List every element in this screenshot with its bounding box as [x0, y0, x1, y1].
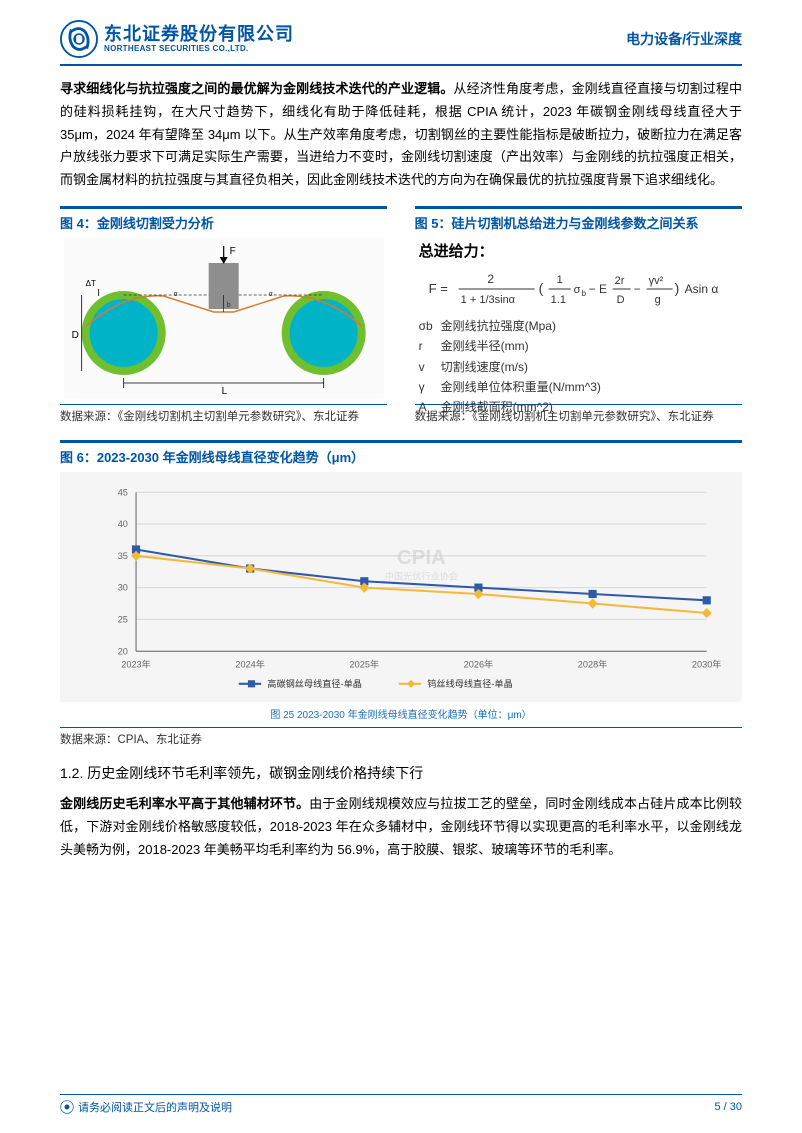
svg-text:25: 25 [118, 614, 128, 624]
svg-text:2028年: 2028年 [578, 659, 608, 670]
svg-text:−: − [633, 282, 640, 296]
svg-text:σ: σ [573, 284, 580, 296]
svg-text:D: D [616, 294, 624, 306]
svg-text:45: 45 [118, 487, 128, 497]
svg-text:α: α [269, 291, 273, 298]
footer-note: 请务必阅读正文后的声明及说明 [78, 1099, 232, 1115]
page-footer: 请务必阅读正文后的声明及说明 5 / 30 [60, 1094, 742, 1115]
figure-6: 图 6：2023-2030 年金刚线母线直径变化趋势（μm） 20 25 30 35 4… [60, 440, 742, 749]
svg-text:2025年: 2025年 [350, 659, 380, 670]
svg-text:F =: F = [428, 281, 447, 296]
svg-text:g: g [654, 294, 660, 306]
fig6-source: 数据来源：CPIA、东北证券 [60, 727, 742, 749]
svg-text:30: 30 [118, 583, 128, 593]
svg-text:35: 35 [118, 551, 128, 561]
fig4-label-F: F [230, 246, 236, 257]
svg-text:2024年: 2024年 [235, 659, 265, 670]
svg-text:CPIA: CPIA [397, 547, 446, 569]
footer-logo-icon [60, 1100, 74, 1114]
logo-text-cn: 东北证券股份有限公司 [104, 25, 294, 45]
figure-5: 图 5：硅片切割机总给进力与金刚线参数之间关系 总进给力： F = 2 1 + … [415, 206, 742, 426]
svg-text:2r: 2r [614, 275, 624, 287]
svg-text:(: ( [538, 280, 543, 296]
para2-bold: 金刚线历史毛利率水平高于其他辅材环节。 [60, 796, 309, 811]
fig5-formula: F = 2 1 + 1/3sinα ( 1 1.1 σ b − E 2r D − [419, 267, 738, 311]
fig4-label-dT: ΔT [86, 279, 96, 288]
para1-rest: 从经济性角度考虑，金刚线直径直接与切割过程中的硅料损耗挂钩，在大尺寸趋势下，细线… [60, 81, 742, 187]
header-category: 电力设备/行业深度 [626, 29, 742, 49]
paragraph-1: 寻求细线化与抗拉强度之间的最优解为金刚线技术迭代的产业逻辑。从经济性角度考虑，金… [60, 78, 742, 192]
svg-text:1.1: 1.1 [550, 294, 565, 306]
page-header: 东北证券股份有限公司 NORTHEAST SECURITIES CO.,LTD.… [60, 20, 742, 66]
svg-text:高碳钢丝母线直径-单晶: 高碳钢丝母线直径-单晶 [267, 678, 362, 689]
fig6-line-chart: 20 25 30 35 40 45 2023年 2024年 2025年 2026年 2028年 203… [70, 480, 732, 694]
logo-text-en: NORTHEAST SECURITIES CO.,LTD. [104, 45, 294, 54]
para1-bold: 寻求细线化与抗拉强度之间的最优解为金刚线技术迭代的产业逻辑。 [60, 81, 454, 96]
fig4-title: 图 4：金刚线切割受力分析 [60, 206, 387, 232]
fig6-caption: 图 25 2023-2030 年金刚线母线直径变化趋势（单位：μm） [60, 706, 742, 721]
fig4-diagram: F D ΔT L α α b [60, 238, 387, 398]
company-logo-icon [60, 20, 98, 58]
svg-text:− E: − E [588, 282, 606, 296]
logo-block: 东北证券股份有限公司 NORTHEAST SECURITIES CO.,LTD. [60, 20, 294, 58]
section-1-2-heading: 1.2. 历史金刚线环节毛利率领先，碳钢金刚线价格持续下行 [60, 763, 742, 783]
fig5-params: σb金刚线抗拉强度(Mpa) r金刚线半径(mm) v切割线速度(m/s) γ金… [419, 316, 738, 418]
fig5-heading: 总进给力： [419, 240, 738, 261]
svg-text:中国光伏行业协会: 中国光伏行业协会 [385, 571, 458, 582]
svg-text:1: 1 [556, 274, 562, 286]
svg-text:40: 40 [118, 519, 128, 529]
svg-text:2: 2 [487, 272, 494, 286]
fig6-title: 图 6：2023-2030 年金刚线母线直径变化趋势（μm） [60, 440, 742, 466]
svg-text:2023年: 2023年 [121, 659, 151, 670]
svg-text:钨丝线母线直径-单晶: 钨丝线母线直径-单晶 [427, 678, 512, 689]
svg-text:b: b [581, 289, 586, 298]
figure-4: 图 4：金刚线切割受力分析 F [60, 206, 387, 426]
paragraph-2: 金刚线历史毛利率水平高于其他辅材环节。由于金刚线规模效应与拉拔工艺的壁垒，同时金… [60, 793, 742, 861]
svg-text:1 + 1/3sinα: 1 + 1/3sinα [460, 294, 515, 306]
svg-text:b: b [227, 302, 231, 309]
svg-text:): ) [674, 280, 679, 296]
svg-text:γv²: γv² [648, 275, 663, 287]
svg-text:2030年: 2030年 [692, 659, 722, 670]
page-number: 5 / 30 [714, 1101, 742, 1113]
fig4-source: 数据来源：《金刚线切割机主切割单元参数研究》、东北证券 [60, 404, 387, 426]
fig4-label-D: D [72, 330, 79, 341]
svg-text:2026年: 2026年 [464, 659, 494, 670]
fig5-title: 图 5：硅片切割机总给进力与金刚线参数之间关系 [415, 206, 742, 232]
fig4-label-L: L [222, 386, 228, 397]
svg-text:α: α [174, 291, 178, 298]
svg-text:20: 20 [118, 646, 128, 656]
svg-text:Asin α: Asin α [684, 282, 718, 296]
